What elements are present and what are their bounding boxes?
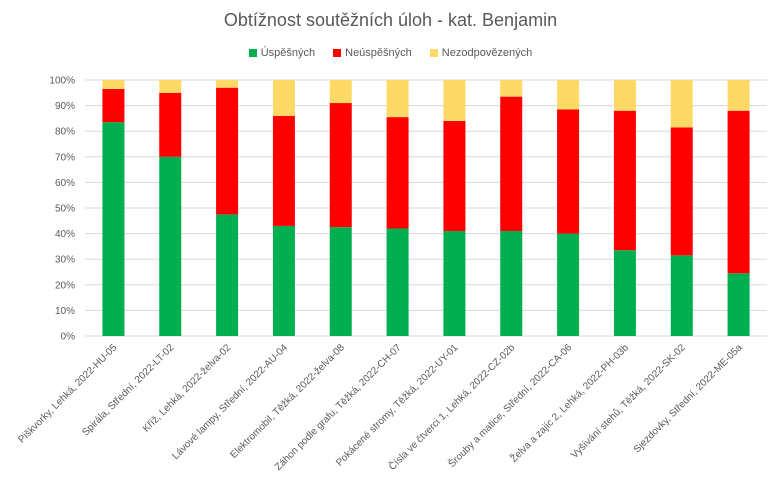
legend-label-fail: Neúspěšných	[345, 47, 412, 59]
category-label: Sjezdovky, Střední, 2022-ME-05a	[632, 342, 745, 455]
bar-segment-fail	[216, 87, 239, 215]
category-label: Lávové lampy, Střední, 2022-AU-04	[170, 342, 290, 462]
legend-label-success: Úspěšných	[260, 47, 316, 59]
bar-segment-unanswered	[670, 80, 693, 128]
legend-item-success: Úspěšných	[248, 47, 316, 59]
bar-segment-success	[500, 231, 523, 336]
bar-segment-success	[216, 214, 239, 336]
bar-segment-unanswered	[500, 80, 523, 97]
y-tick-label: 60%	[55, 178, 75, 189]
category-label: Pokácené stromy, Těžká, 2022-UY-01	[334, 342, 461, 469]
bar-segment-unanswered	[613, 80, 636, 111]
legend-item-unanswered: Nezodpovězených	[429, 47, 533, 59]
bar-segment-fail	[613, 110, 636, 251]
bar-segment-success	[557, 233, 580, 336]
y-tick-label: 10%	[55, 306, 75, 317]
bar-segment-unanswered	[727, 80, 750, 111]
bar-segment-fail	[386, 117, 409, 229]
bar-segment-success	[727, 273, 750, 336]
category-label: Želva a zajíc 2, Lehká, 2022-PH-03b	[507, 341, 631, 465]
bar-segment-unanswered	[272, 80, 295, 116]
legend: Úspěšných Neúspěšných Nezodpovězených	[0, 47, 781, 59]
bar-segment-success	[159, 156, 182, 336]
bar-segment-fail	[102, 88, 125, 123]
y-tick-label: 0%	[61, 332, 76, 343]
y-tick-label: 80%	[55, 127, 75, 138]
category-label: Spirála, Střední, 2022-LT-02	[80, 342, 176, 438]
bar-segment-success	[272, 225, 295, 336]
y-tick-label: 20%	[55, 280, 75, 291]
bar-segment-success	[102, 122, 125, 337]
bar-segment-unanswered	[557, 80, 580, 110]
bar-segment-fail	[272, 115, 295, 226]
bar-segment-unanswered	[159, 80, 182, 93]
bar-segment-fail	[670, 127, 693, 256]
legend-label-unanswered: Nezodpovězených	[441, 47, 533, 59]
bar-segment-success	[329, 227, 352, 336]
category-label: Šrouby a matice, Střední, 2022-CA-06	[445, 341, 574, 470]
category-label: Záhon podle grafu, Těžká, 2022-CH-07	[273, 342, 404, 473]
bar-segment-success	[613, 250, 636, 336]
category-label: Vyšívání stehů, Těžká, 2022-SK-02	[569, 341, 689, 461]
y-tick-label: 30%	[55, 255, 75, 266]
bar-segment-fail	[159, 92, 182, 157]
bar-segment-fail	[557, 109, 580, 234]
category-label: Piškvorky, Lehká, 2022-HU-05	[16, 342, 119, 445]
bar-segment-unanswered	[102, 80, 125, 89]
legend-swatch-fail	[333, 49, 342, 57]
bar-segment-unanswered	[443, 80, 466, 121]
y-tick-label: 40%	[55, 229, 75, 240]
y-tick-label: 90%	[55, 101, 75, 112]
bar-segment-fail	[443, 120, 466, 232]
bar-segment-unanswered	[216, 80, 239, 88]
category-label: Čísla ve čtverci 1, Lehká, 2022-CZ-02b	[386, 341, 518, 473]
bar-segment-unanswered	[329, 80, 352, 104]
bar-segment-fail	[500, 96, 523, 232]
bar-segment-fail	[329, 103, 352, 228]
y-tick-label: 70%	[55, 152, 75, 163]
y-tick-label: 100%	[49, 76, 75, 87]
bar-segment-success	[386, 228, 409, 336]
legend-swatch-success	[248, 49, 257, 57]
bar-segment-fail	[727, 110, 750, 274]
y-tick-label: 50%	[55, 204, 75, 215]
chart-title: Obtížnost soutěžních úloh - kat. Benjami…	[223, 10, 558, 30]
bar-segment-unanswered	[386, 80, 409, 118]
legend-item-fail: Neúspěšných	[333, 47, 412, 59]
bar-segment-success	[670, 255, 693, 336]
legend-swatch-unanswered	[429, 49, 438, 57]
category-label: Elektromobil, Těžká, 2022-želva-08	[228, 342, 347, 461]
bar-segment-success	[443, 231, 466, 336]
